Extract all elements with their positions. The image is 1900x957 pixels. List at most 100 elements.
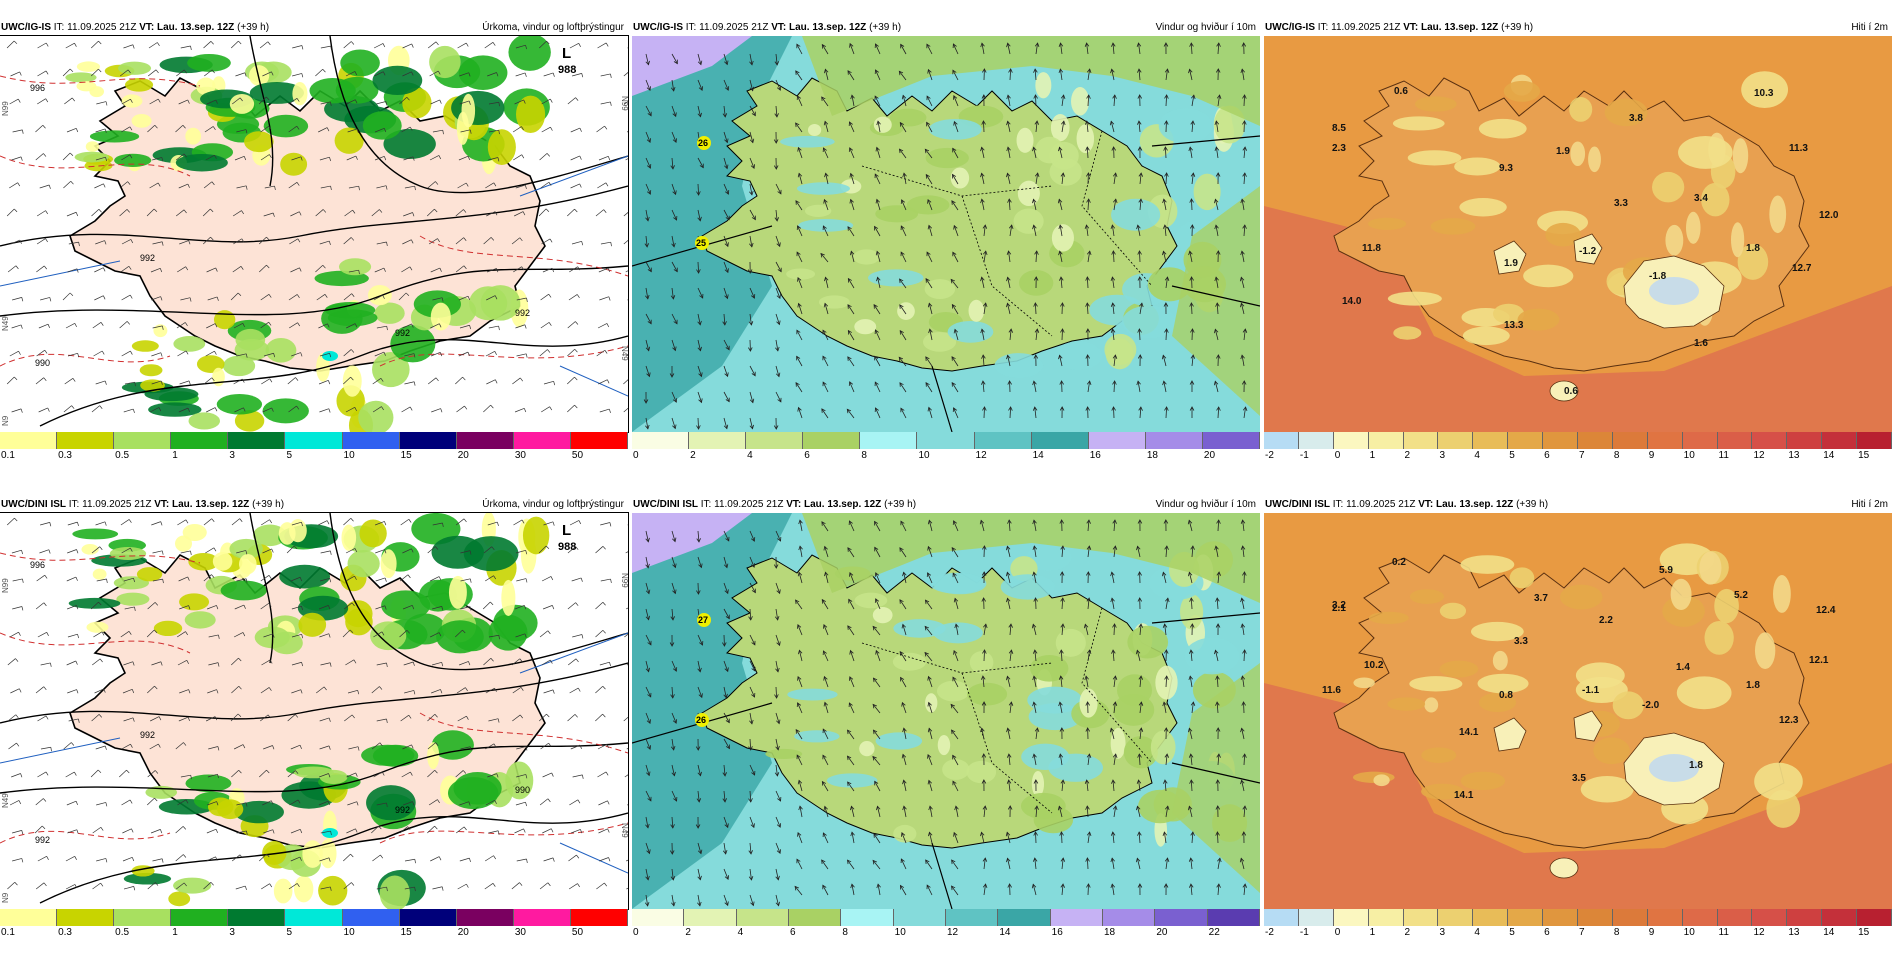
run-vt: Lau. 13.sep. 12Z <box>157 22 234 33</box>
colorbar-tick: 15 <box>1858 927 1869 939</box>
colorbar-swatch <box>1613 909 1648 926</box>
run-vt-label: VT: <box>1418 499 1433 510</box>
colorbar-tick: 6 <box>1544 450 1550 462</box>
run-vt: Lau. 13.sep. 12Z <box>172 499 249 510</box>
latitude-label: N49 <box>620 346 628 361</box>
panel-title: Hiti í 2m <box>1851 20 1888 36</box>
colorbar-swatch <box>0 432 57 449</box>
panel-title: Vindur og hviður í 10m <box>1156 497 1256 513</box>
colorbar-swatch <box>1264 909 1299 926</box>
colorbar-swatch <box>1473 432 1508 449</box>
temperature-value: -1.2 <box>1579 246 1597 257</box>
isobar-label: 992 <box>395 805 410 815</box>
colorbar-tick: 30 <box>515 450 526 462</box>
max-gust-value: 26 <box>696 715 706 725</box>
run-it-label: IT: <box>1318 22 1329 33</box>
colorbar-swatch <box>114 909 171 926</box>
run-lead: (+39 h) <box>1516 499 1548 510</box>
temperature-value: 2.3 <box>1332 143 1346 154</box>
temperature-value: 0.2 <box>1392 557 1406 568</box>
panel-title: Úrkoma, vindur og loftþrýstingur <box>482 497 624 513</box>
colorbar-swatch <box>1718 432 1753 449</box>
colorbar-tick: 2 <box>1405 450 1411 462</box>
colorbar-tick: 14 <box>1823 450 1834 462</box>
isobar-label: 990 <box>515 785 530 795</box>
colorbar-tick: -1 <box>1300 927 1309 939</box>
latitude-label: N99 <box>620 573 628 588</box>
temperature-value: -1.1 <box>1582 685 1600 696</box>
run-model: UWC/IG-IS <box>1 22 51 33</box>
temperature-value: 1.8 <box>1746 680 1760 691</box>
run-info: UWC/DINI ISL IT: 11.09.2025 21Z VT: Lau.… <box>633 497 916 513</box>
run-model: UWC/IG-IS <box>633 22 683 33</box>
colorbar-tick: 0.1 <box>1 927 15 939</box>
run-it-label: IT: <box>1333 499 1344 510</box>
low-pressure-marker: L <box>562 522 571 539</box>
run-vt: Lau. 13.sep. 12Z <box>789 22 866 33</box>
isobar-label: 992 <box>515 308 530 318</box>
colorbar-swatch <box>1369 432 1404 449</box>
colorbar-swatch <box>1787 909 1822 926</box>
colorbar-swatch <box>860 432 917 449</box>
run-info: UWC/IG-IS IT: 11.09.2025 21Z VT: Lau. 13… <box>1265 20 1533 36</box>
panel-title: Hiti í 2m <box>1851 497 1888 513</box>
colorbar-tick: 12 <box>976 450 987 462</box>
temperature-value: 2.1 <box>1332 603 1346 614</box>
colorbar-tick: 3 <box>229 927 235 939</box>
colorbar-swatch <box>1578 909 1613 926</box>
dini-precip-panel: UWC/DINI ISL IT: 11.09.2025 21Z VT: Lau.… <box>0 497 628 957</box>
colorbar-tick: 14 <box>1033 450 1044 462</box>
colorbar-tick: 3 <box>1439 450 1445 462</box>
panel-header: UWC/IG-IS IT: 11.09.2025 21Z VT: Lau. 13… <box>1264 20 1892 36</box>
igis-temp-panel: UWC/IG-IS IT: 11.09.2025 21Z VT: Lau. 13… <box>1264 20 1892 480</box>
colorbar-swatch <box>1155 909 1207 926</box>
run-lead: (+39 h) <box>1501 22 1533 33</box>
colorbar-swatch <box>1718 909 1753 926</box>
colorbar-tick: 12 <box>1753 927 1764 939</box>
temperature-value: 11.6 <box>1322 685 1341 696</box>
colorbar-swatch <box>343 432 400 449</box>
colorbar-tick: 7 <box>1579 927 1585 939</box>
igis-wind-panel: UWC/IG-IS IT: 11.09.2025 21Z VT: Lau. 13… <box>632 20 1260 480</box>
temperature-value: 1.4 <box>1676 662 1690 673</box>
colorbar-tick: 3 <box>229 450 235 462</box>
latitude-label: N9 <box>1 415 10 426</box>
colorbar-swatch <box>684 909 736 926</box>
colorbar-swatch <box>228 432 285 449</box>
colorbar-swatch <box>632 909 684 926</box>
colorbar-swatch <box>946 909 998 926</box>
panel-header: UWC/DINI ISL IT: 11.09.2025 21Z VT: Lau.… <box>1264 497 1892 513</box>
temperature-value: 0.6 <box>1564 386 1578 397</box>
colorbar-swatch <box>1438 909 1473 926</box>
panel-header: UWC/IG-IS IT: 11.09.2025 21Z VT: Lau. 13… <box>632 20 1260 36</box>
colorbar-tick: 4 <box>1474 450 1480 462</box>
colorbar-swatch <box>400 432 457 449</box>
colorbar-tick: 18 <box>1104 927 1115 939</box>
run-it: 11.09.2025 21Z <box>67 22 136 33</box>
colorbar-swatch <box>1208 909 1260 926</box>
colorbar-tick: 10 <box>918 450 929 462</box>
max-gust-value: 25 <box>696 238 706 248</box>
latitude-label: N49 <box>1 316 10 331</box>
isobar-label: 992 <box>395 328 410 338</box>
colorbar-swatch <box>998 909 1050 926</box>
temperature-value: 12.4 <box>1816 605 1836 616</box>
run-model: UWC/DINI ISL <box>1 499 66 510</box>
colorbar-swatch <box>1578 432 1613 449</box>
colorbar-tick: 11 <box>1719 927 1729 939</box>
low-pressure-value: 988 <box>558 541 576 553</box>
temperature-value: 2.2 <box>1599 615 1613 626</box>
colorbar-swatch <box>1051 909 1103 926</box>
colorbar-tick: 10 <box>1684 450 1695 462</box>
colorbar-swatch <box>57 909 114 926</box>
colorbar-tick: 0.5 <box>115 450 129 462</box>
temperature-value: 3.3 <box>1514 636 1528 647</box>
colorbar-swatch <box>1752 432 1787 449</box>
colorbar-tick: 4 <box>738 927 744 939</box>
colorbar-swatch <box>1648 909 1683 926</box>
colorbar-tick: 10 <box>344 927 355 939</box>
